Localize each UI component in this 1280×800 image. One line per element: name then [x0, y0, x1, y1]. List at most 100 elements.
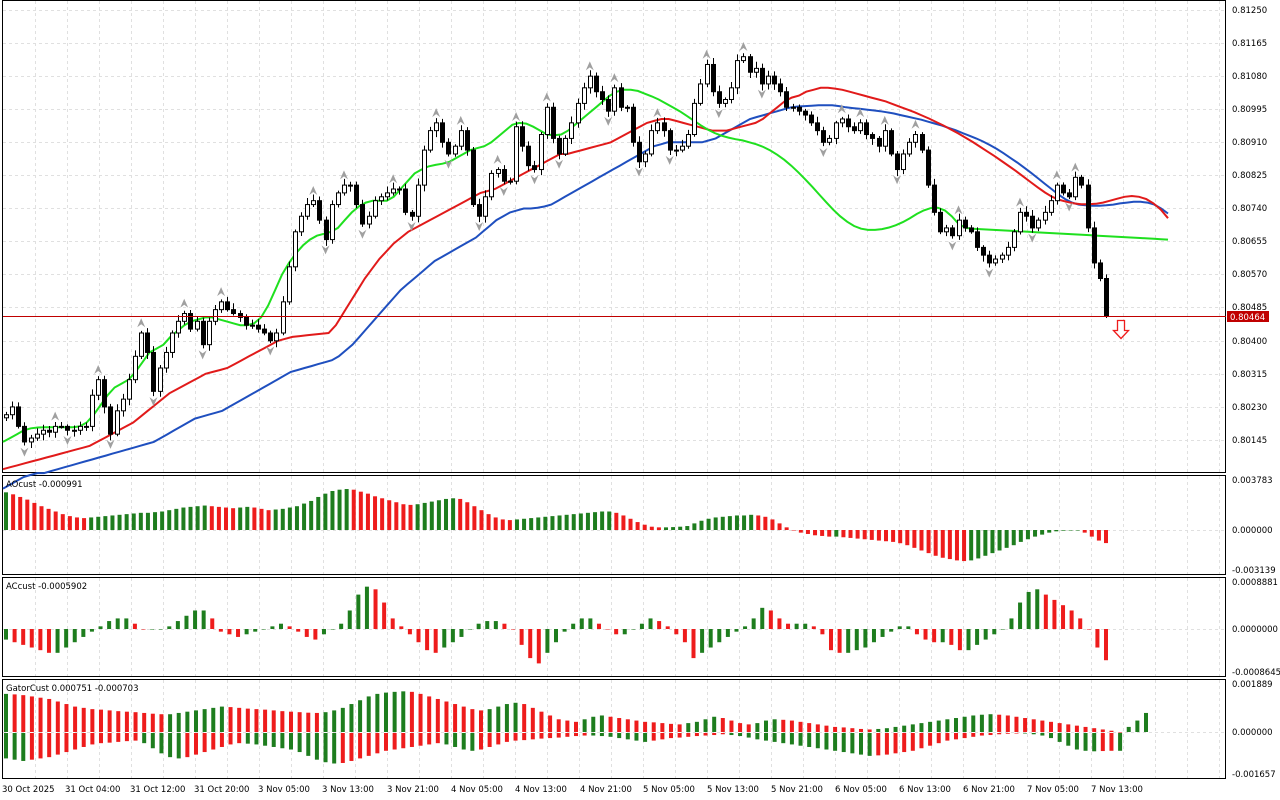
ao-bar-up	[685, 526, 690, 530]
ao-bar-down	[947, 530, 952, 560]
grid	[3, 1, 1225, 778]
x-tick-label: 31 Oct 20:00	[194, 785, 249, 795]
ac-bar-down	[519, 629, 524, 645]
ao-bar-up	[89, 517, 94, 530]
gator-lower-bar-down	[893, 733, 898, 754]
ac-bar-down	[1052, 599, 1057, 629]
gator-upper-bar-down	[107, 710, 112, 732]
gator-lower-bar-down	[565, 733, 570, 737]
ao-bar-up	[195, 506, 200, 530]
gator-lower-bar-down	[409, 733, 414, 747]
ao-bar-up	[309, 500, 314, 530]
candle-bullish	[735, 60, 740, 89]
gator-lower-bar-up	[764, 733, 768, 741]
gator-lower-bar-up	[159, 733, 164, 754]
candle-bearish	[852, 126, 857, 132]
gator-lower-bar-down	[375, 733, 380, 754]
candle-bullish	[698, 83, 703, 104]
gator-upper-bar-up	[582, 719, 587, 732]
candle-bullish	[883, 130, 888, 147]
candle-bullish	[563, 137, 568, 155]
ao-bar-down	[954, 530, 959, 561]
fractal-up-icon	[180, 298, 189, 308]
ac-bar-up	[493, 621, 498, 629]
ao-bar-down	[933, 530, 938, 556]
fractal-down-icon	[948, 241, 957, 251]
candle-bearish	[1061, 184, 1066, 194]
candle-bearish	[963, 219, 968, 229]
gator-upper-bar-down	[470, 709, 475, 732]
gator-upper-bar-down	[625, 719, 630, 732]
fractal-up-icon	[856, 108, 865, 118]
gator-upper-bar-up	[1126, 726, 1131, 732]
ao-bar-up	[713, 517, 718, 530]
candle-bullish	[913, 134, 918, 143]
ac-bar-up	[270, 626, 275, 629]
gator-upper-bar-down	[12, 694, 17, 732]
y-tick-label: 0.80910	[1232, 138, 1267, 148]
fractal-up-icon	[837, 104, 846, 114]
ac-bar-up	[184, 615, 189, 629]
gator-upper-bar-up	[211, 707, 216, 732]
candle-bearish	[145, 332, 150, 353]
gator-lower-bar-down	[133, 733, 138, 741]
ac-bar-up	[579, 618, 584, 629]
gator-lower-bar-up	[634, 733, 639, 741]
ao-bar-down	[18, 496, 23, 530]
gator-upper-bar-down	[461, 706, 466, 732]
gator-upper-bar-up	[513, 702, 518, 732]
ao-bar-up	[145, 512, 150, 530]
ac-bar-down	[914, 629, 919, 635]
candle-bearish	[748, 56, 753, 73]
ao-bar-up	[585, 512, 590, 530]
gator-lower-bar-up	[323, 733, 328, 763]
ac-bar-up	[175, 621, 180, 629]
current-price-label: 0.80464	[1230, 313, 1265, 323]
candle-bullish	[72, 429, 77, 432]
ac-bar-up	[863, 629, 868, 648]
gator-upper-bar-down	[651, 722, 656, 732]
gator-upper-bar-down	[997, 714, 1002, 732]
ac-bar-up	[450, 629, 455, 643]
ac-bar-down	[657, 621, 662, 629]
candle-bearish	[238, 313, 243, 318]
ao-bar-down	[635, 522, 640, 530]
gator-upper-bar-down	[833, 726, 838, 732]
gator-lower-bar-down	[962, 733, 967, 739]
ao-bar-up	[1011, 530, 1016, 546]
ao-bar-down	[387, 500, 392, 530]
candle-bullish	[121, 398, 126, 412]
ac-bar-up	[983, 629, 988, 640]
gator-lower-bar-down	[496, 733, 501, 745]
gator-lower-bar-up	[1083, 733, 1088, 751]
candle-bullish	[164, 351, 169, 369]
candle-bearish	[1104, 278, 1109, 317]
y-tick-label: 0.80145	[1232, 436, 1267, 446]
ao-bar-down	[642, 524, 647, 530]
gator-upper-bar-down	[608, 716, 613, 732]
jaw-line-path	[2, 104, 1169, 490]
gator-upper-bar-up	[384, 692, 388, 732]
candle-bullish	[483, 196, 488, 217]
ao-bar-up	[96, 516, 101, 530]
candle-bearish	[870, 134, 875, 139]
gator-lower-bar-down	[936, 733, 941, 744]
gator-upper-bar-up	[703, 719, 708, 732]
ac-bar-up	[889, 629, 894, 632]
ao-bar-down	[25, 499, 30, 530]
ac-bar-up	[975, 629, 980, 645]
candle-bullish	[385, 192, 390, 198]
candle-bullish	[741, 56, 746, 62]
ac-bar-up	[115, 618, 120, 629]
gator-upper-bar-down	[1118, 732, 1123, 733]
ao-bar-down	[67, 516, 72, 530]
ao-bar-up	[316, 496, 321, 530]
candle-bullish	[907, 141, 912, 155]
gator-upper-bar-up	[694, 721, 699, 732]
candle-bearish	[717, 91, 722, 104]
ac-bar-up	[459, 629, 464, 637]
gator-upper-bar-down	[444, 701, 449, 732]
y-tick-label: 0.81165	[1232, 39, 1267, 49]
ao-bar-up	[571, 514, 576, 530]
